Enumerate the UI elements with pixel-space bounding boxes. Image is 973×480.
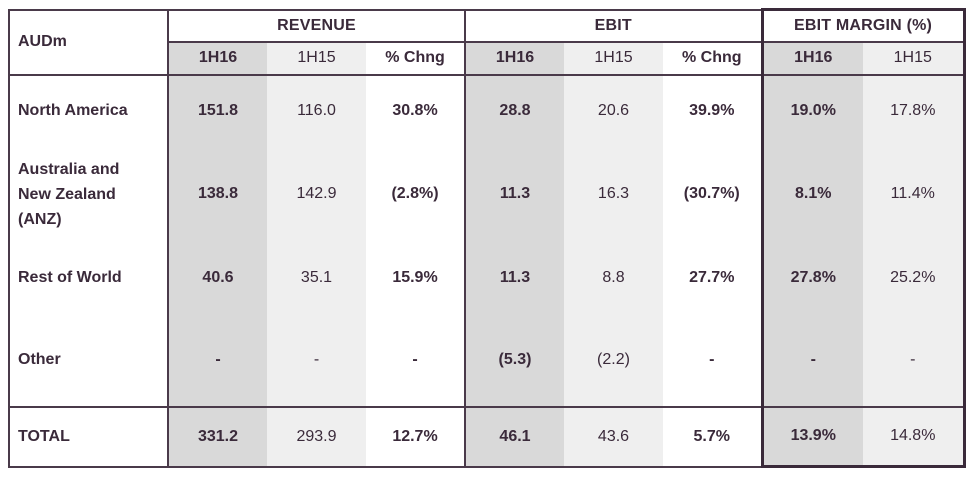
row-label: Other	[8, 313, 168, 407]
cell: 11.3	[464, 241, 564, 314]
segment-results-table: AUDm REVENUE EBIT EBIT MARGIN (%) 1H16 1…	[8, 8, 966, 468]
row-label-line: (ANZ)	[18, 210, 62, 228]
subheader-ebit-1h15: 1H15	[564, 41, 663, 76]
cell: 11.4%	[863, 146, 966, 242]
row-label: Australia and New Zealand (ANZ)	[8, 146, 168, 242]
cell: 27.7%	[689, 268, 735, 286]
unit-label: AUDm	[8, 8, 168, 76]
cell: (2.2)	[564, 313, 663, 407]
row-label-line: Australia and	[18, 160, 120, 178]
cell: 12.7%	[366, 405, 465, 468]
cell: 30.8%	[392, 102, 438, 119]
subheader-ebit-chng: % Chng	[663, 41, 762, 76]
cell: 17.8%	[863, 74, 966, 147]
cell: -	[412, 350, 418, 368]
cell: 27.8%	[760, 241, 863, 314]
segment-results-table-container: AUDm REVENUE EBIT EBIT MARGIN (%) 1H16 1…	[8, 8, 966, 471]
cell: 28.8	[464, 74, 564, 147]
cell: 142.9	[267, 146, 366, 242]
cell: 8.8	[564, 241, 663, 314]
table-row: North America 151.8 116.0 30.8% 28.8 20.…	[8, 74, 966, 147]
cell: 46.1	[464, 405, 564, 468]
total-label: TOTAL	[8, 405, 168, 468]
cell: (2.8%)	[391, 185, 439, 202]
cell: 14.8%	[863, 405, 966, 468]
table-row: Australia and New Zealand (ANZ) 138.8 14…	[8, 146, 966, 242]
cell: (30.7%)	[683, 185, 740, 202]
cell: -	[267, 313, 366, 407]
cell: 20.6	[564, 74, 663, 147]
cell: 25.2%	[863, 241, 966, 314]
cell: 16.3	[564, 146, 663, 242]
cell: 11.3	[464, 146, 564, 242]
total-row: TOTAL 331.2 293.9 12.7% 46.1 43.6 5.7% 1…	[8, 405, 966, 468]
cell: (5.3)	[464, 313, 564, 407]
cell: 39.9%	[689, 102, 735, 119]
subheader-revenue-chng: % Chng	[366, 41, 465, 76]
cell: 151.8	[167, 74, 267, 147]
cell: 8.1%	[760, 146, 863, 242]
cell: -	[167, 313, 267, 407]
cell: 138.8	[167, 146, 267, 242]
row-label: Rest of World	[8, 241, 168, 314]
cell: 40.6	[167, 241, 267, 314]
row-label: North America	[8, 74, 168, 147]
subheader-ebit-1h16: 1H16	[464, 41, 564, 76]
cell: 19.0%	[760, 74, 863, 147]
cell: 293.9	[267, 405, 366, 468]
subheader-revenue-1h15: 1H15	[267, 41, 366, 76]
cell: -	[709, 350, 715, 368]
subheader-margin-1h16: 1H16	[760, 41, 863, 76]
subheader-margin-1h15: 1H15	[863, 41, 966, 76]
cell: 5.7%	[663, 405, 762, 468]
subheader-revenue-1h16: 1H16	[167, 41, 267, 76]
table-row: Other - - - (5.3) (2.2) - - -	[8, 313, 966, 407]
group-header-row: AUDm REVENUE EBIT EBIT MARGIN (%)	[8, 8, 966, 76]
cell: 15.9%	[392, 268, 438, 286]
cell: 13.9%	[760, 405, 863, 468]
row-label-line: New Zealand	[18, 185, 116, 203]
group-header-ebit-margin: EBIT MARGIN (%)	[760, 8, 966, 43]
cell: 331.2	[167, 405, 267, 468]
group-header-ebit: EBIT	[464, 8, 762, 43]
cell: 116.0	[267, 74, 366, 147]
cell: 35.1	[267, 241, 366, 314]
table-row: Rest of World 40.6 35.1 15.9% 11.3 8.8 2…	[8, 241, 966, 314]
cell: -	[863, 313, 966, 407]
cell: 43.6	[564, 405, 663, 468]
cell: -	[760, 313, 863, 407]
period-header-row: 1H16 1H15 % Chng 1H16 1H15 % Chng 1H16 1…	[9, 41, 966, 76]
group-header-revenue: REVENUE	[167, 8, 465, 43]
